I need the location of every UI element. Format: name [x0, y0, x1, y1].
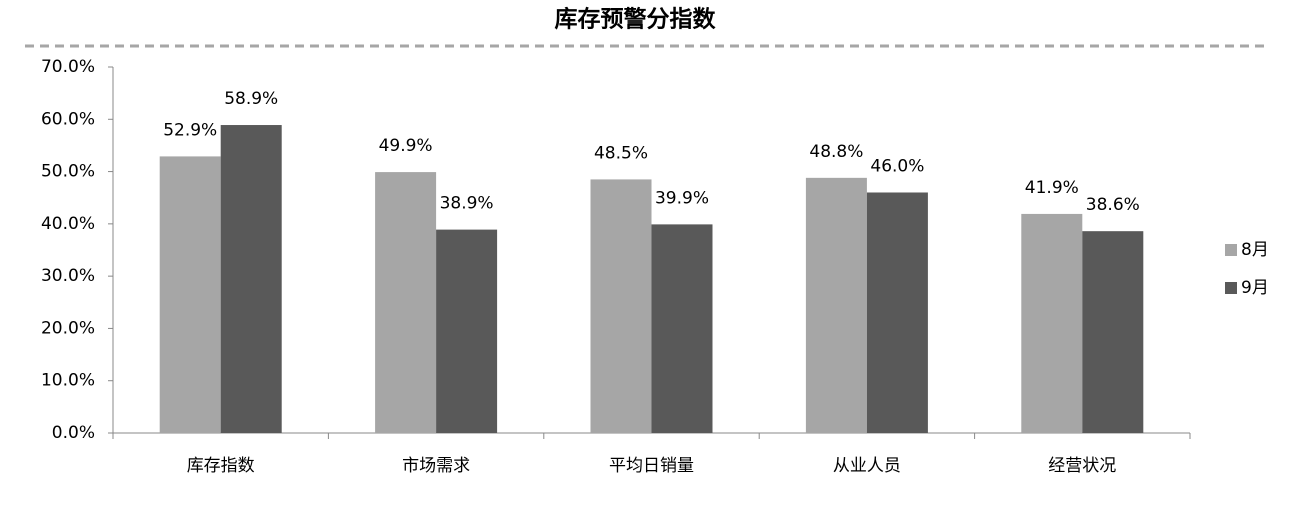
- value-label: 52.9%: [163, 120, 217, 140]
- bar: [220, 125, 282, 433]
- x-tick-label: 市场需求: [402, 456, 470, 476]
- y-tick-label: 20.0%: [41, 318, 95, 338]
- y-tick-label: 40.0%: [41, 214, 95, 234]
- bar: [866, 192, 928, 433]
- value-label: 39.9%: [655, 188, 709, 208]
- bar: [651, 224, 713, 433]
- legend-label: 9月: [1241, 278, 1269, 298]
- bar: [590, 179, 652, 433]
- value-label: 41.9%: [1025, 178, 1079, 198]
- legend-swatch: [1225, 244, 1237, 256]
- bar: [1021, 213, 1083, 433]
- legend-swatch: [1225, 282, 1237, 294]
- bar: [436, 229, 498, 433]
- value-label: 46.0%: [870, 156, 924, 176]
- legend-label: 8月: [1241, 240, 1269, 260]
- y-tick-label: 70.0%: [41, 57, 95, 77]
- y-tick-label: 10.0%: [41, 371, 95, 391]
- x-tick-label: 库存指数: [187, 456, 255, 476]
- bar: [375, 172, 437, 433]
- y-tick-label: 30.0%: [41, 266, 95, 286]
- y-tick-label: 50.0%: [41, 162, 95, 182]
- y-tick-label: 0.0%: [52, 423, 95, 443]
- x-tick-label: 平均日销量: [609, 456, 694, 476]
- value-label: 38.6%: [1086, 195, 1140, 215]
- value-label: 48.8%: [809, 142, 863, 162]
- bar: [805, 177, 867, 433]
- value-label: 58.9%: [224, 89, 278, 109]
- x-tick-label: 经营状况: [1048, 456, 1116, 476]
- bar: [1082, 231, 1144, 433]
- bar: [159, 156, 221, 433]
- value-label: 49.9%: [379, 136, 433, 156]
- x-tick-label: 从业人员: [833, 456, 901, 476]
- chart-title: 库存预警分指数: [555, 6, 717, 33]
- value-label: 48.5%: [594, 143, 648, 163]
- value-label: 38.9%: [440, 194, 494, 214]
- y-tick-label: 60.0%: [41, 109, 95, 129]
